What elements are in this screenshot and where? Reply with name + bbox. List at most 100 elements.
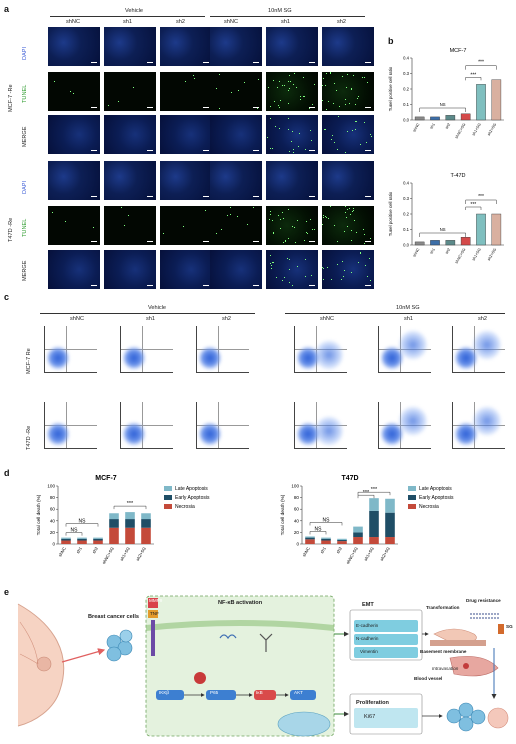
stacked-bar-segment xyxy=(109,527,119,544)
col-label-sh1: sh1 xyxy=(123,19,133,25)
y-tick-label: 60 xyxy=(50,507,56,512)
y-tick-label: 80 xyxy=(50,495,56,500)
stain-tunel-2: TUNEL xyxy=(22,218,28,237)
micrograph-merge xyxy=(322,115,374,154)
micrograph-tunel xyxy=(160,206,212,245)
legend-label: Necrosia xyxy=(419,504,439,510)
bar xyxy=(414,116,425,121)
label-sg: SG xyxy=(506,624,513,629)
micrograph-merge xyxy=(160,115,212,154)
label-akt: AKT xyxy=(294,690,303,695)
annotation-sig: *** xyxy=(478,194,484,200)
stacked-bar-segment xyxy=(353,537,363,544)
stacked-bar-segment xyxy=(337,539,347,542)
y-tick-label: 0.4 xyxy=(403,181,409,186)
label-breast-cancer-cells: Breast cancer cells xyxy=(88,614,139,620)
stacked-bar-segment xyxy=(109,519,119,528)
annotation-ns: NS xyxy=(71,528,79,534)
micrograph-dapi xyxy=(48,161,100,200)
y-tick-label: 100 xyxy=(47,484,55,489)
bar xyxy=(430,240,440,246)
cell-death-chart-t47d: T47D 0 20 40 60 80 100 Total cell death (%) shNC… xyxy=(280,475,454,565)
y-tick-label: 0.4 xyxy=(403,56,409,61)
annotation-ns: NS xyxy=(440,227,446,232)
y-tick-label: 40 xyxy=(50,518,56,523)
y-axis-label: Total cell death (%) xyxy=(280,494,286,535)
flow-plot xyxy=(378,326,431,373)
stacked-bar-segment xyxy=(93,540,103,544)
legend-label: Late Apoptosis xyxy=(419,486,452,492)
y-tick-label: 80 xyxy=(294,495,300,500)
annotation-ns: NS xyxy=(315,526,323,532)
stacked-bar-segment xyxy=(77,540,87,544)
x-tick-label: sh1 xyxy=(429,248,436,255)
stacked-bar-segment xyxy=(321,538,331,541)
micrograph-dapi xyxy=(160,161,212,200)
y-tick-label: 0.2 xyxy=(403,212,409,217)
label-tnf: TNF xyxy=(150,611,159,616)
chart-title: MCF-7 xyxy=(450,48,467,54)
micrograph-tunel xyxy=(104,72,156,111)
micrograph-merge xyxy=(266,115,318,154)
stacked-bar-segment xyxy=(141,519,151,528)
micrograph-merge xyxy=(104,115,156,154)
bar xyxy=(414,241,425,246)
stacked-bar-segment xyxy=(369,510,379,538)
micrograph-dapi xyxy=(266,27,318,66)
stacked-bar-segment xyxy=(125,527,135,544)
flow-group-sg: 10nM SG xyxy=(396,305,420,311)
label-blood-vessel: Blood vessel xyxy=(414,676,443,681)
micrograph-tunel xyxy=(322,206,374,245)
micrograph-tunel xyxy=(266,72,318,111)
micrograph-dapi xyxy=(210,161,262,200)
flow-plot xyxy=(294,326,347,373)
label-p65: P65 xyxy=(210,690,219,695)
flow-plot xyxy=(44,402,97,449)
micrograph-dapi xyxy=(266,161,318,200)
micrograph-merge xyxy=(322,250,374,289)
stacked-bar-segment xyxy=(61,537,71,539)
micrograph-tunel xyxy=(48,72,100,111)
y-tick-label: 40 xyxy=(294,518,300,523)
x-tick-label: shNC xyxy=(412,247,420,257)
stacked-bar-segment xyxy=(305,536,315,538)
annotation-sig: *** xyxy=(371,487,378,493)
y-tick-label: 0 xyxy=(52,542,55,547)
label-vimentin: Vimentin xyxy=(360,649,378,654)
label-intravasation: Intravasation xyxy=(432,666,459,671)
label-ki67: Ki67 xyxy=(364,714,376,720)
bar xyxy=(491,213,502,246)
chart-title: T-47D xyxy=(451,173,466,179)
stacked-bar-segment xyxy=(337,538,347,540)
micrograph-merge xyxy=(48,115,100,154)
x-tick-label: sh1 xyxy=(75,545,83,554)
stacked-bar-segment xyxy=(77,538,87,541)
micrograph-merge xyxy=(266,250,318,289)
micrograph-dapi xyxy=(48,27,100,66)
label-ikk: IKKβ xyxy=(159,690,170,695)
flow-col-sh1: sh1 xyxy=(146,316,156,322)
flow-plot xyxy=(196,402,249,449)
col-label-sh2-sg: sh2 xyxy=(337,19,347,25)
cell-line-t47d: T47D -Re xyxy=(8,217,14,242)
cell-death-chart-mcf7: MCF-7 0 20 40 60 80 100 Total cell death (%) shN… xyxy=(36,475,210,565)
panel-b: MCF-7 0.0 0.1 0.2 0.3 0.4 Tunel positive cell … xyxy=(388,48,504,264)
x-tick-label: sh2+SG xyxy=(487,122,497,136)
x-tick-label: sh2 xyxy=(445,248,452,255)
flow-plot xyxy=(294,402,347,449)
x-tick-label: sh1+SG xyxy=(119,546,131,562)
annotation-ns: NS xyxy=(79,519,87,525)
chart-title: T47D xyxy=(341,475,358,482)
bar xyxy=(491,79,502,121)
tumor-cluster-icon xyxy=(446,702,486,732)
cell-cluster-icon xyxy=(106,629,133,662)
stain-tunel-1: TUNEL xyxy=(22,84,28,103)
flow-plot xyxy=(452,402,505,449)
label-ncad: N-cadherin xyxy=(356,636,379,641)
x-tick-label: sh1 xyxy=(319,545,327,554)
x-tick-label: sh1+SG xyxy=(363,546,375,562)
flow-plot xyxy=(44,326,97,373)
x-tick-label: shNC+SG xyxy=(345,546,359,565)
y-axis-label: Tunel positive cell ratio xyxy=(388,191,393,236)
flow-col-sh2: sh2 xyxy=(222,316,232,322)
